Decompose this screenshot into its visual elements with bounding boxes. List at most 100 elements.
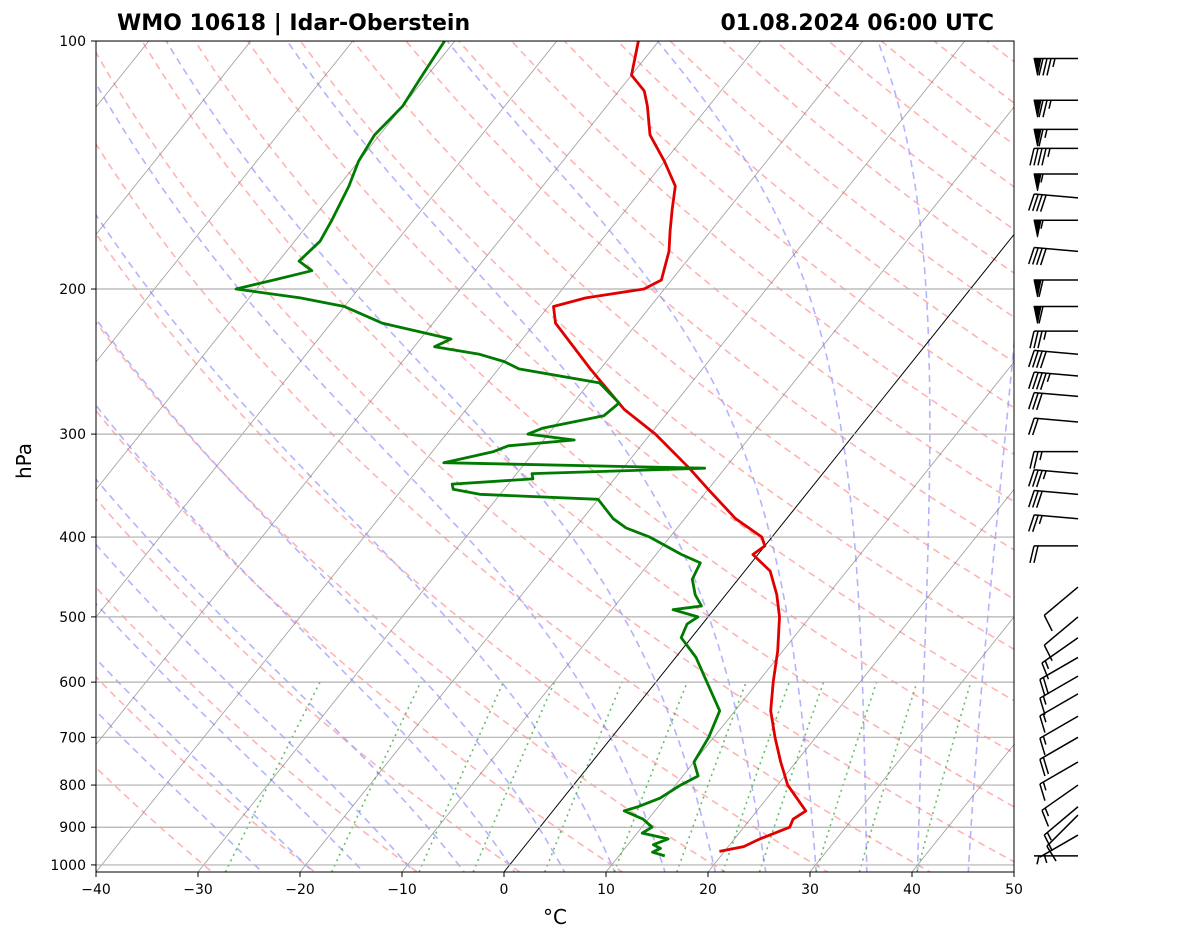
wind-barb [1043,806,1079,851]
barb-shaft [1034,417,1079,423]
isotherm [401,106,1014,872]
temperature-line [552,41,808,853]
moist-adiabat [656,41,868,872]
barb-half [1042,713,1047,723]
barb-half [1044,807,1050,817]
wind-barb [1043,616,1079,662]
y-tick-label: 700 [59,730,86,746]
barb-full [1027,350,1035,368]
barb-half [1046,832,1052,841]
wind-barb [1029,330,1078,349]
barb-full [1039,351,1047,369]
title-datetime: 01.08.2024 06:00 UTC [720,11,994,36]
y-tick-label: 400 [59,530,86,546]
isotherm [96,41,762,872]
isotherm [96,41,456,491]
barb-full [1031,392,1039,410]
x-axis-label: °C [543,905,567,929]
barb-full [1042,100,1048,118]
mixing-ratio-line [330,681,422,872]
barb-full [1037,330,1043,349]
barb-full [1043,644,1053,662]
wind-barb [1027,469,1079,488]
barb-full [1027,417,1035,435]
barb-full [1027,490,1035,508]
barb-shaft [1041,784,1079,811]
x-tick-label: 40 [903,882,921,898]
barb-shaft [1039,834,1079,858]
mixing-ratio-line [858,681,918,872]
wind-barb [1029,545,1078,564]
wind-barb [1027,371,1079,390]
barb-half [1046,373,1051,383]
barb-full [1031,514,1039,533]
plot-frame [95,40,1015,873]
y-tick-label: 1000 [50,858,86,874]
moist-adiabat [96,317,566,872]
mixing-ratio-line [815,681,878,872]
barb-full [1027,193,1035,211]
barb-full [1033,545,1039,564]
wind-barb [1043,586,1079,632]
barb-full [1041,148,1047,166]
wind-barb [1039,656,1079,697]
barb-full [1039,783,1046,801]
barb-full [1039,759,1046,777]
barb-pennant [1033,57,1042,76]
barb-shaft [1043,616,1079,646]
isotherm [707,488,1014,872]
barb-full [1029,545,1035,564]
title-station: WMO 10618 | Idar-Oberstein [117,11,470,36]
x-tick-label: −40 [81,882,111,898]
wind-barbs [1027,57,1079,865]
dry-adiabat [246,41,1014,702]
moist-adiabat [286,41,767,872]
y-tick-label: 800 [59,778,86,794]
x-tick-label: −10 [387,882,417,898]
isotherm [96,41,660,746]
barb-full [1037,148,1043,166]
barb-half [1052,58,1056,68]
barb-full [1038,100,1044,118]
wind-barb [1027,246,1079,266]
wind-barb [1033,57,1078,76]
barb-half [1047,148,1051,158]
y-tick-label: 300 [59,427,86,443]
wind-barb [1041,637,1079,680]
wind-barb [1039,761,1079,801]
barb-full [1039,679,1046,697]
barb-pennant [1033,279,1042,298]
barb-full [1035,247,1043,266]
dewpoint-line [234,41,722,858]
barb-full [1031,490,1039,508]
y-tick-label: 200 [59,282,86,298]
barb-full [1038,129,1044,147]
barb-shaft [1041,637,1079,664]
x-tick-label: 30 [801,882,819,898]
barb-half [1038,515,1043,525]
pressure-gridlines [96,41,1014,866]
mixing-ratio-line [224,681,321,872]
barb-full [1043,615,1053,632]
barb-full [1046,845,1057,862]
y-tick-label: 100 [59,34,86,50]
barb-half [1042,781,1047,791]
barb-full [1029,148,1035,166]
barb-full [1027,392,1035,410]
y-tick-label: 600 [59,675,86,691]
barb-shaft [1039,656,1079,681]
dry-adiabat [458,41,1014,503]
wind-barb [1029,147,1078,166]
barb-shaft [1039,693,1079,717]
barb-full [1035,470,1043,488]
isotherm [299,41,966,872]
wind-barb [1027,349,1079,369]
mixing-ratio-line [418,681,505,872]
barb-full [1039,248,1047,266]
x-tick-label: −30 [183,882,213,898]
barb-full [1031,350,1039,368]
wind-barb [1033,219,1078,238]
barb-pennant [1033,173,1042,192]
isotherm [96,41,558,618]
